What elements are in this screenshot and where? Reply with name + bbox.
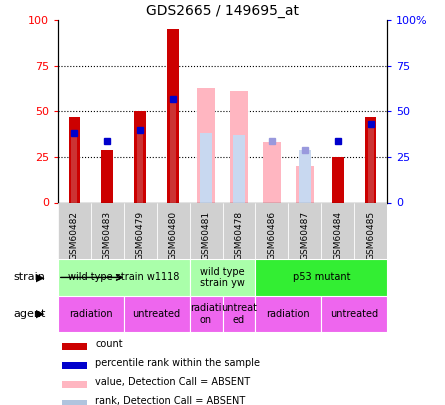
Bar xyxy=(197,88,215,202)
Text: percentile rank within the sample: percentile rank within the sample xyxy=(96,358,260,369)
Bar xyxy=(58,202,91,259)
Text: GSM60486: GSM60486 xyxy=(267,211,276,260)
Text: rank, Detection Call = ABSENT: rank, Detection Call = ABSENT xyxy=(96,396,246,405)
Bar xyxy=(190,259,255,296)
Bar xyxy=(365,117,376,202)
Bar xyxy=(222,296,255,332)
Bar xyxy=(299,150,311,202)
Bar xyxy=(157,202,190,259)
Text: GSM60487: GSM60487 xyxy=(300,211,309,260)
Bar xyxy=(62,343,87,350)
Bar xyxy=(332,157,344,202)
Bar xyxy=(200,133,212,202)
Bar xyxy=(124,296,190,332)
Bar xyxy=(91,202,124,259)
Bar xyxy=(255,259,387,296)
Bar xyxy=(62,400,87,405)
Bar xyxy=(321,202,354,259)
Text: GSM60483: GSM60483 xyxy=(103,211,112,260)
Bar xyxy=(255,296,321,332)
Bar xyxy=(354,202,387,259)
Bar xyxy=(62,381,87,388)
Text: radiati
on: radiati on xyxy=(190,303,222,325)
Text: wild type
strain yw: wild type strain yw xyxy=(200,266,245,288)
Text: GSM60480: GSM60480 xyxy=(169,211,178,260)
Bar xyxy=(69,117,80,202)
Text: strain: strain xyxy=(13,273,45,282)
Text: value, Detection Call = ABSENT: value, Detection Call = ABSENT xyxy=(96,377,251,388)
Bar xyxy=(190,202,222,259)
Text: wild type strain w1118: wild type strain w1118 xyxy=(68,273,179,282)
Bar xyxy=(230,92,248,202)
Text: GSM60479: GSM60479 xyxy=(136,211,145,260)
Bar xyxy=(58,259,190,296)
Text: ▶: ▶ xyxy=(36,309,44,319)
Bar xyxy=(170,99,176,202)
Bar xyxy=(321,296,387,332)
Bar xyxy=(288,202,321,259)
Bar xyxy=(190,296,222,332)
Text: GSM60478: GSM60478 xyxy=(235,211,243,260)
Bar xyxy=(222,202,255,259)
Bar xyxy=(296,166,314,202)
Text: p53 mutant: p53 mutant xyxy=(292,273,350,282)
Text: GSM60482: GSM60482 xyxy=(70,211,79,260)
Text: untreat
ed: untreat ed xyxy=(221,303,257,325)
Bar xyxy=(62,362,87,369)
Bar xyxy=(71,133,77,202)
Text: radiation: radiation xyxy=(69,309,113,319)
Text: GSM60485: GSM60485 xyxy=(366,211,375,260)
Bar xyxy=(255,202,288,259)
Text: agent: agent xyxy=(13,309,46,319)
Bar xyxy=(368,124,374,202)
Bar xyxy=(134,111,146,202)
Text: radiation: radiation xyxy=(267,309,310,319)
Bar xyxy=(101,150,113,202)
Bar xyxy=(167,30,179,202)
Text: GSM60484: GSM60484 xyxy=(333,211,342,260)
Title: GDS2665 / 149695_at: GDS2665 / 149695_at xyxy=(146,4,299,18)
Bar xyxy=(124,202,157,259)
Text: GSM60481: GSM60481 xyxy=(202,211,210,260)
Text: count: count xyxy=(96,339,123,350)
Text: ▶: ▶ xyxy=(36,273,44,282)
Text: untreated: untreated xyxy=(133,309,181,319)
Bar xyxy=(233,135,245,202)
Bar xyxy=(137,131,143,202)
Bar xyxy=(263,143,281,202)
Bar xyxy=(58,296,124,332)
Text: untreated: untreated xyxy=(330,309,378,319)
